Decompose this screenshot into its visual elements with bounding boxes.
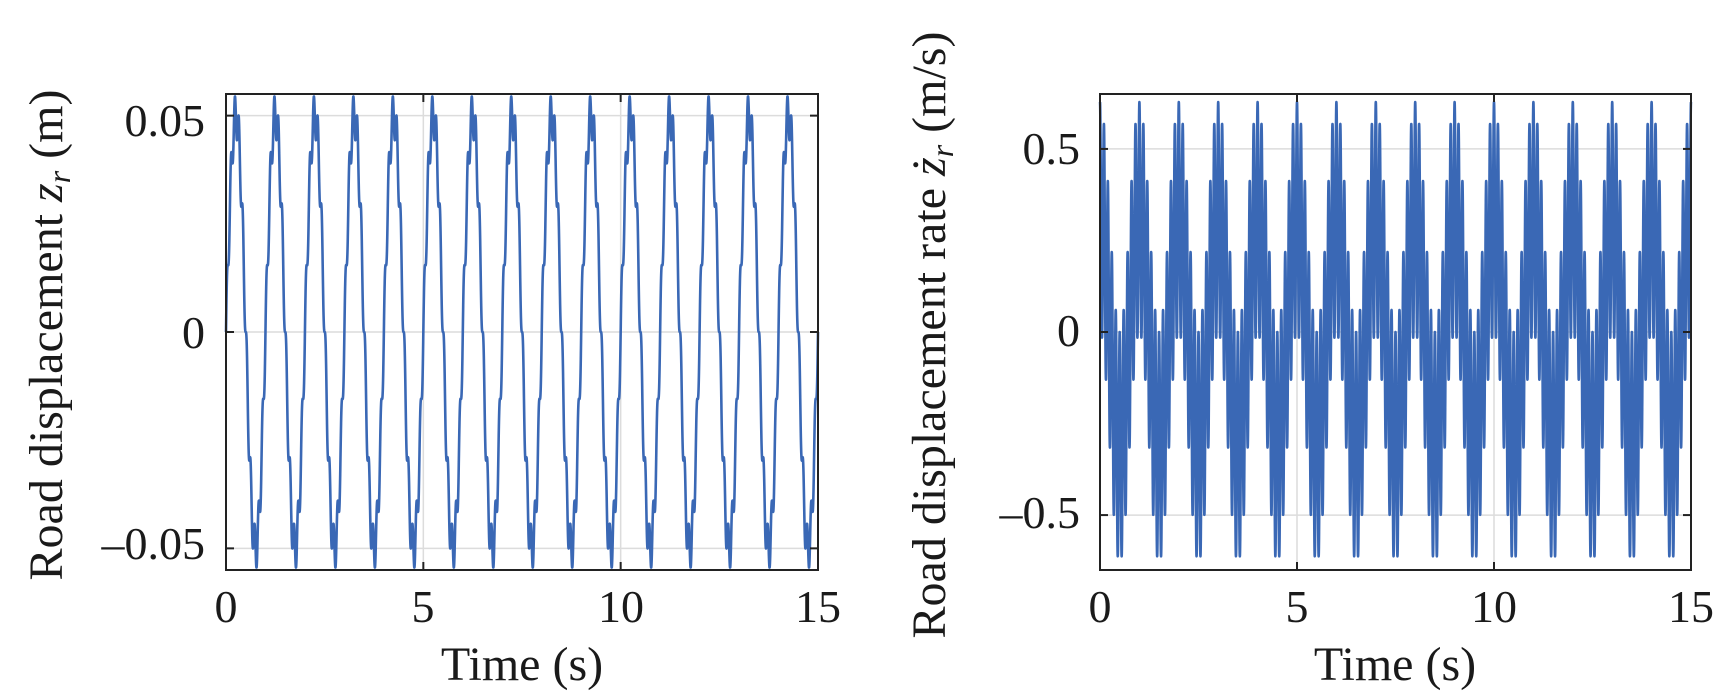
- y-axis-label-prefix: Road displacement rate: [903, 176, 956, 639]
- y-axis-label-symbol: ż: [903, 157, 956, 177]
- series-line-displacement-rate: [1098, 100, 1693, 558]
- chart-displacement: 0.05 0 –0.05 0 5 10 15 Time (s) Road dis…: [20, 89, 841, 691]
- chart-displacement-rate: 0.5 0 –0.5 0 5 10 15 Time (s) Road displ…: [903, 32, 1714, 691]
- xtick-label: 0: [1089, 581, 1112, 632]
- y-axis-label-subscript: r: [41, 170, 77, 183]
- y-axis-label: Road displacement zr (m): [20, 89, 77, 580]
- ytick-label: 0: [1057, 305, 1080, 356]
- x-axis-label: Time (s): [1314, 638, 1476, 691]
- y-axis-label: Road displacement rate żr (m/s): [903, 32, 960, 639]
- xtick-label: 5: [412, 581, 435, 632]
- tick-marks: [1099, 94, 1692, 570]
- y-axis-label-unit: (m/s): [903, 32, 956, 145]
- y-axis-label-symbol: z: [20, 183, 73, 203]
- ytick-label: –0.5: [999, 487, 1081, 538]
- y-axis-label-prefix: Road displacement: [20, 202, 73, 581]
- ytick-label: 0.5: [1023, 123, 1081, 174]
- y-axis-label-subscript: r: [924, 144, 960, 157]
- xtick-label: 15: [795, 581, 841, 632]
- xtick-label: 10: [598, 581, 644, 632]
- xtick-label: 0: [215, 581, 238, 632]
- y-axis-label-unit: (m): [20, 89, 73, 170]
- xtick-label: 10: [1471, 581, 1517, 632]
- ytick-label: –0.05: [101, 518, 206, 569]
- x-axis-label: Time (s): [441, 638, 603, 691]
- ytick-label: 0: [182, 307, 205, 358]
- ytick-label: 0.05: [125, 95, 206, 146]
- xtick-label: 5: [1286, 581, 1309, 632]
- tick-marks: [225, 94, 819, 570]
- xtick-label: 15: [1668, 581, 1714, 632]
- series-line-displacement: [224, 95, 820, 569]
